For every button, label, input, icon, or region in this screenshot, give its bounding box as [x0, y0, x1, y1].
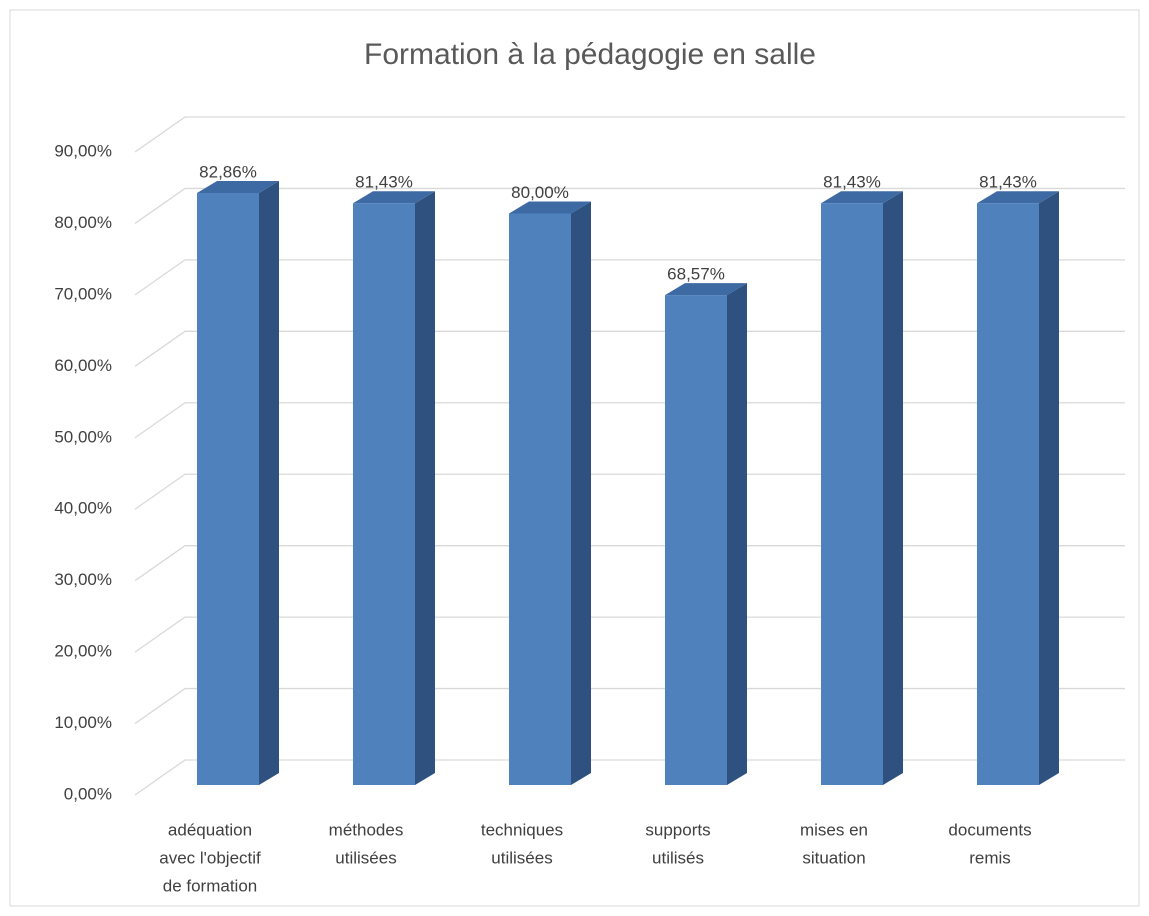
- y-tick-label: 50,00%: [54, 427, 112, 446]
- grid-line: [134, 259, 1125, 296]
- data-label: 81,43%: [823, 173, 881, 192]
- grid-line: [134, 687, 1125, 725]
- grid-line: [134, 545, 1125, 582]
- bar-top: [665, 283, 747, 296]
- bar: [509, 213, 571, 785]
- y-tick-label: 90,00%: [54, 141, 112, 160]
- grid-line: [134, 759, 1125, 796]
- y-tick-label: 20,00%: [54, 642, 112, 661]
- x-tick-label: utilisés: [652, 848, 704, 867]
- bar-top: [821, 191, 903, 204]
- x-tick-label: méthodes: [329, 820, 404, 839]
- bar: [197, 193, 259, 785]
- bar-side: [571, 201, 591, 785]
- grid-line: [134, 402, 1125, 439]
- x-tick-label: mises en: [800, 820, 868, 839]
- x-tick-label: adéquation: [168, 820, 252, 839]
- bar-side: [883, 191, 903, 785]
- y-tick-label: 80,00%: [54, 213, 112, 232]
- bar: [353, 203, 415, 785]
- x-tick-label: documents: [948, 820, 1031, 839]
- y-tick-label: 70,00%: [54, 284, 112, 303]
- x-tick-label: supports: [645, 820, 710, 839]
- x-tick-label: de formation: [163, 876, 258, 895]
- grid-line: [134, 187, 1125, 224]
- data-label: 68,57%: [667, 265, 725, 284]
- x-tick-label: avec l'objectif: [159, 848, 261, 867]
- bar-side: [727, 283, 747, 785]
- data-label: 80,00%: [511, 183, 569, 202]
- x-tick-label: remis: [969, 848, 1011, 867]
- x-tick-label: utilisées: [335, 848, 396, 867]
- grid-line: [134, 616, 1125, 653]
- bar-side: [259, 181, 279, 785]
- bar: [665, 295, 727, 785]
- grid-line: [134, 330, 1125, 367]
- bar-side: [1039, 191, 1059, 785]
- data-label: 82,86%: [199, 162, 257, 181]
- chart-title: Formation à la pédagogie en salle: [364, 38, 816, 71]
- bar-top: [977, 191, 1059, 204]
- bar-side: [415, 191, 435, 785]
- x-tick-label: techniques: [481, 820, 563, 839]
- grid-line: [134, 116, 1125, 153]
- bar-top: [353, 191, 435, 204]
- bar-top: [509, 201, 591, 214]
- x-tick-label: situation: [802, 848, 865, 867]
- y-tick-label: 60,00%: [54, 356, 112, 375]
- y-tick-label: 10,00%: [54, 713, 112, 732]
- x-tick-label: utilisées: [491, 848, 552, 867]
- data-label: 81,43%: [979, 173, 1037, 192]
- data-label: 81,43%: [355, 173, 413, 192]
- y-tick-label: 40,00%: [54, 499, 112, 518]
- grid-line: [134, 473, 1125, 510]
- bar: [977, 203, 1039, 785]
- bar-top: [197, 181, 279, 194]
- y-tick-label: 0,00%: [64, 784, 112, 803]
- bar: [821, 203, 883, 785]
- y-tick-label: 30,00%: [54, 570, 112, 589]
